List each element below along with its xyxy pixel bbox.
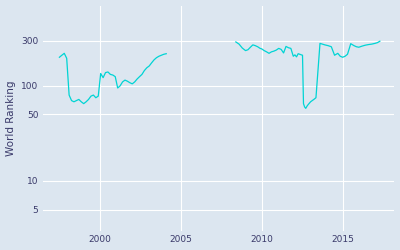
- Y-axis label: World Ranking: World Ranking: [6, 80, 16, 156]
